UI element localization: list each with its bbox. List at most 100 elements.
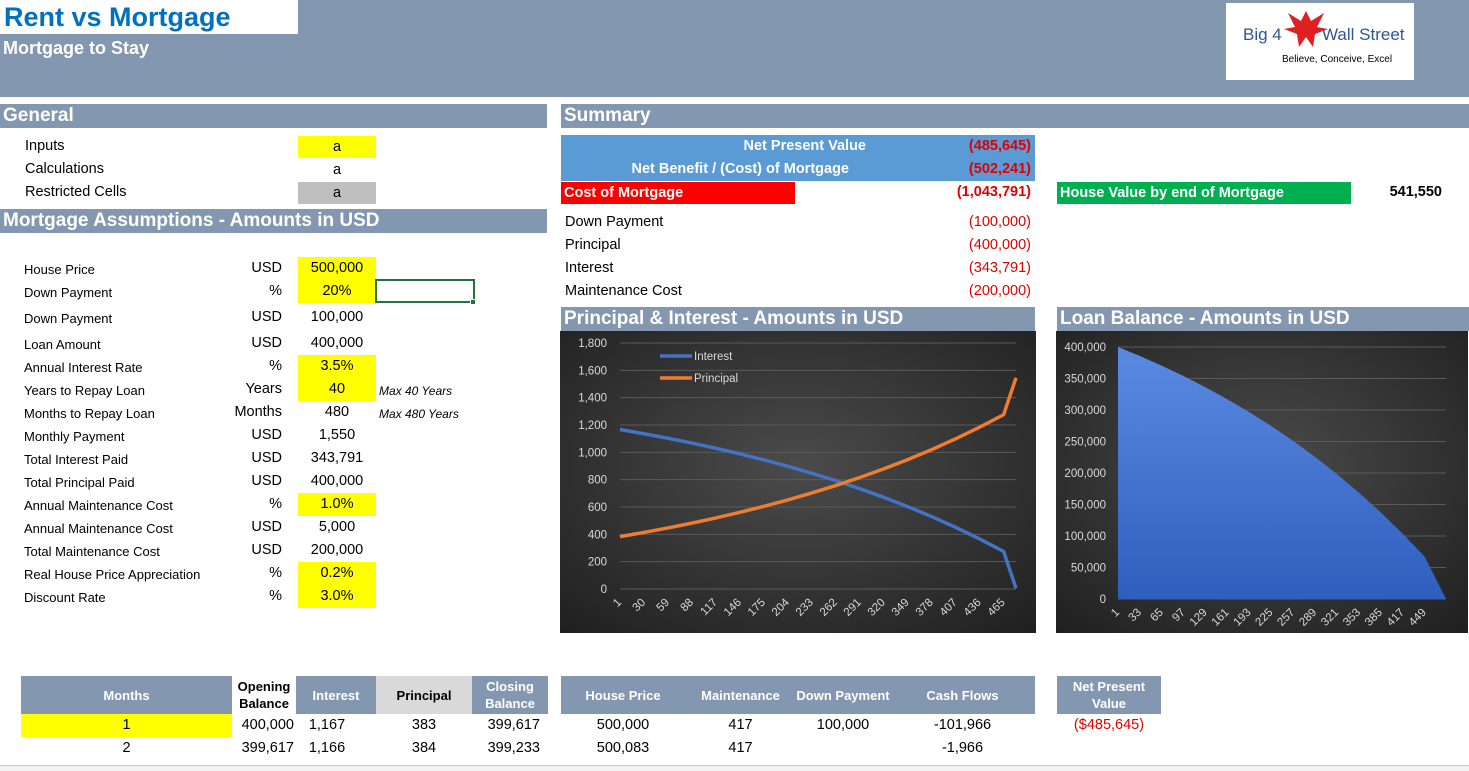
- y-tick-label: 200: [588, 557, 607, 569]
- assumption-value: 343,791: [310, 450, 364, 466]
- assumption-unit: USD: [251, 260, 282, 276]
- loan-balance-area: [1118, 347, 1446, 599]
- series-line-interest: [619, 427, 1018, 589]
- y-tick-label: 1,200: [578, 420, 607, 432]
- y-tick-label: 1,000: [578, 447, 607, 459]
- assumption-input[interactable]: 500,000: [298, 257, 376, 280]
- y-tick-label: 50,000: [1071, 563, 1106, 575]
- eagle-icon: [1284, 11, 1328, 47]
- schedule-cell: -101,966: [933, 717, 992, 733]
- assumption-unit: USD: [251, 335, 282, 351]
- y-tick-label: 0: [1100, 594, 1106, 606]
- assumption-value: 5,000: [318, 519, 356, 535]
- assumption-label: Total Maintenance Cost: [24, 544, 160, 559]
- schedule-cell: 1,166: [308, 740, 346, 756]
- schedule-cell: 417: [728, 717, 753, 733]
- assumption-label: Total Principal Paid: [24, 475, 135, 490]
- assumption-unit: USD: [251, 542, 282, 558]
- assumption-label: Real House Price Appreciation: [24, 567, 201, 582]
- assumption-label: Total Interest Paid: [24, 452, 129, 467]
- summary-header: Summary: [561, 104, 1469, 128]
- schedule-header: Maintenance: [685, 676, 796, 714]
- schedule-header: Principal: [376, 676, 472, 714]
- assumption-value: 480: [324, 404, 350, 420]
- schedule-cell: 100,000: [816, 717, 870, 733]
- npv-value: (485,645): [968, 138, 1031, 154]
- title-box: [0, 0, 298, 34]
- schedule-cell: 1,167: [308, 717, 346, 733]
- summary-item-value: (343,791): [968, 260, 1031, 276]
- selected-cell[interactable]: [375, 279, 475, 303]
- y-tick-label: 400,000: [1064, 342, 1106, 354]
- npv-header: Net Present Value: [1057, 676, 1161, 714]
- schedule-header: Down Payment: [796, 676, 890, 714]
- y-tick-label: 1,800: [578, 338, 607, 350]
- schedule-cell: [796, 737, 890, 760]
- schedule-header: Opening Balance: [232, 676, 296, 714]
- summary-item-label: Down Payment: [565, 214, 664, 230]
- series-line-principal: [619, 377, 1018, 539]
- assumption-note: Max 40 Years: [379, 384, 453, 398]
- schedule-header: Closing Balance: [472, 676, 548, 714]
- page-subtitle: Mortgage to Stay: [3, 38, 150, 58]
- y-tick-label: 150,000: [1064, 500, 1106, 512]
- assumption-input[interactable]: 20%: [298, 280, 376, 303]
- schedule-cell: -1,966: [941, 740, 984, 756]
- assumption-unit: USD: [251, 450, 282, 466]
- assumption-input[interactable]: 3.0%: [298, 585, 376, 608]
- summary-item-label: Interest: [565, 260, 614, 276]
- assumption-unit: %: [269, 358, 282, 374]
- assumption-value: 400,000: [310, 473, 364, 489]
- assumption-input[interactable]: 40: [298, 378, 376, 401]
- logo: Big 4 Wall Street Believe, Conceive, Exc…: [1226, 3, 1414, 80]
- cost-of-mortgage-label: Cost of Mortgage: [561, 182, 795, 204]
- y-tick-label: 250,000: [1064, 437, 1106, 449]
- y-tick-label: 600: [588, 502, 607, 514]
- fill-handle[interactable]: [470, 299, 476, 305]
- assumption-unit: %: [269, 588, 282, 604]
- general-header: General: [0, 104, 547, 128]
- assumption-value: 400,000: [310, 335, 364, 351]
- schedule-header: Months: [21, 676, 232, 714]
- assumption-unit: USD: [251, 473, 282, 489]
- assumption-value: 200,000: [310, 542, 364, 558]
- schedule-cell: 2: [122, 740, 131, 756]
- schedule-cell: 384: [411, 740, 437, 756]
- chart-background: [560, 331, 1036, 633]
- y-tick-label: 800: [588, 475, 607, 487]
- assumption-input[interactable]: 0.2%: [298, 562, 376, 585]
- bottom-scrollbar[interactable]: [0, 765, 1469, 771]
- y-tick-label: 300,000: [1064, 405, 1106, 417]
- assumption-input[interactable]: 3.5%: [298, 355, 376, 378]
- summary-item-value: (400,000): [968, 237, 1031, 253]
- schedule-cell: 399,233: [487, 740, 540, 756]
- assumption-input[interactable]: 1.0%: [298, 493, 376, 516]
- y-tick-label: 100,000: [1064, 531, 1106, 543]
- assumptions-header: Mortgage Assumptions - Amounts in USD: [0, 209, 547, 233]
- house-value-label: House Value by end of Mortgage: [1057, 182, 1351, 204]
- legend-label: Interest: [694, 351, 733, 363]
- npv-total: ($485,645): [1073, 717, 1145, 733]
- y-tick-label: 200,000: [1064, 468, 1106, 480]
- summary-item-label: Maintenance Cost: [565, 283, 682, 299]
- schedule-header: Cash Flows: [890, 676, 1035, 714]
- assumption-unit: USD: [251, 519, 282, 535]
- y-tick-label: 0: [601, 584, 607, 596]
- y-tick-label: 400: [588, 529, 607, 541]
- schedule-cell: 500,000: [596, 717, 650, 733]
- assumption-unit: %: [269, 565, 282, 581]
- npv-label: Net Present Value: [743, 138, 867, 154]
- schedule-cell: 383: [411, 717, 437, 733]
- assumption-note: Max 480 Years: [379, 407, 459, 421]
- assumption-label: Annual Maintenance Cost: [24, 498, 173, 513]
- summary-item-value: (100,000): [968, 214, 1031, 230]
- assumption-label: Down Payment: [24, 285, 113, 300]
- assumption-label: Annual Maintenance Cost: [24, 521, 173, 536]
- assumption-label: Discount Rate: [24, 590, 106, 605]
- legend-swatch: a: [298, 159, 376, 181]
- assumption-value: 1,550: [318, 427, 356, 443]
- schedule-header: House Price: [561, 676, 685, 714]
- cost-of-mortgage-value: (1,043,791): [956, 184, 1031, 200]
- assumption-label: Down Payment: [24, 311, 113, 326]
- assumption-unit: %: [269, 283, 282, 299]
